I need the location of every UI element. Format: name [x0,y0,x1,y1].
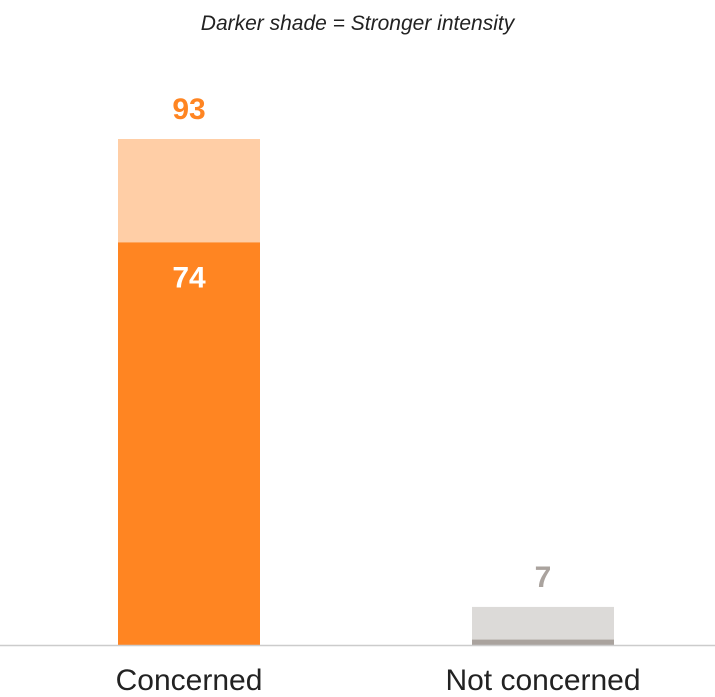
bar-not-concerned-light-segment [472,606,614,640]
category-label-concerned: Concerned [116,664,263,697]
data-label-concerned-total: 93 [172,93,205,126]
category-label-not-concerned: Not concerned [445,664,640,697]
bar-concerned-strong-segment [118,242,260,645]
bar-concerned-light-segment [118,139,260,243]
data-label-not-concerned-total: 7 [535,561,552,594]
chart-subtitle: Darker shade = Stronger intensity [200,12,515,35]
bar-not-concerned-strong-segment [472,639,614,645]
data-label-concerned-strong: 74 [172,261,206,294]
